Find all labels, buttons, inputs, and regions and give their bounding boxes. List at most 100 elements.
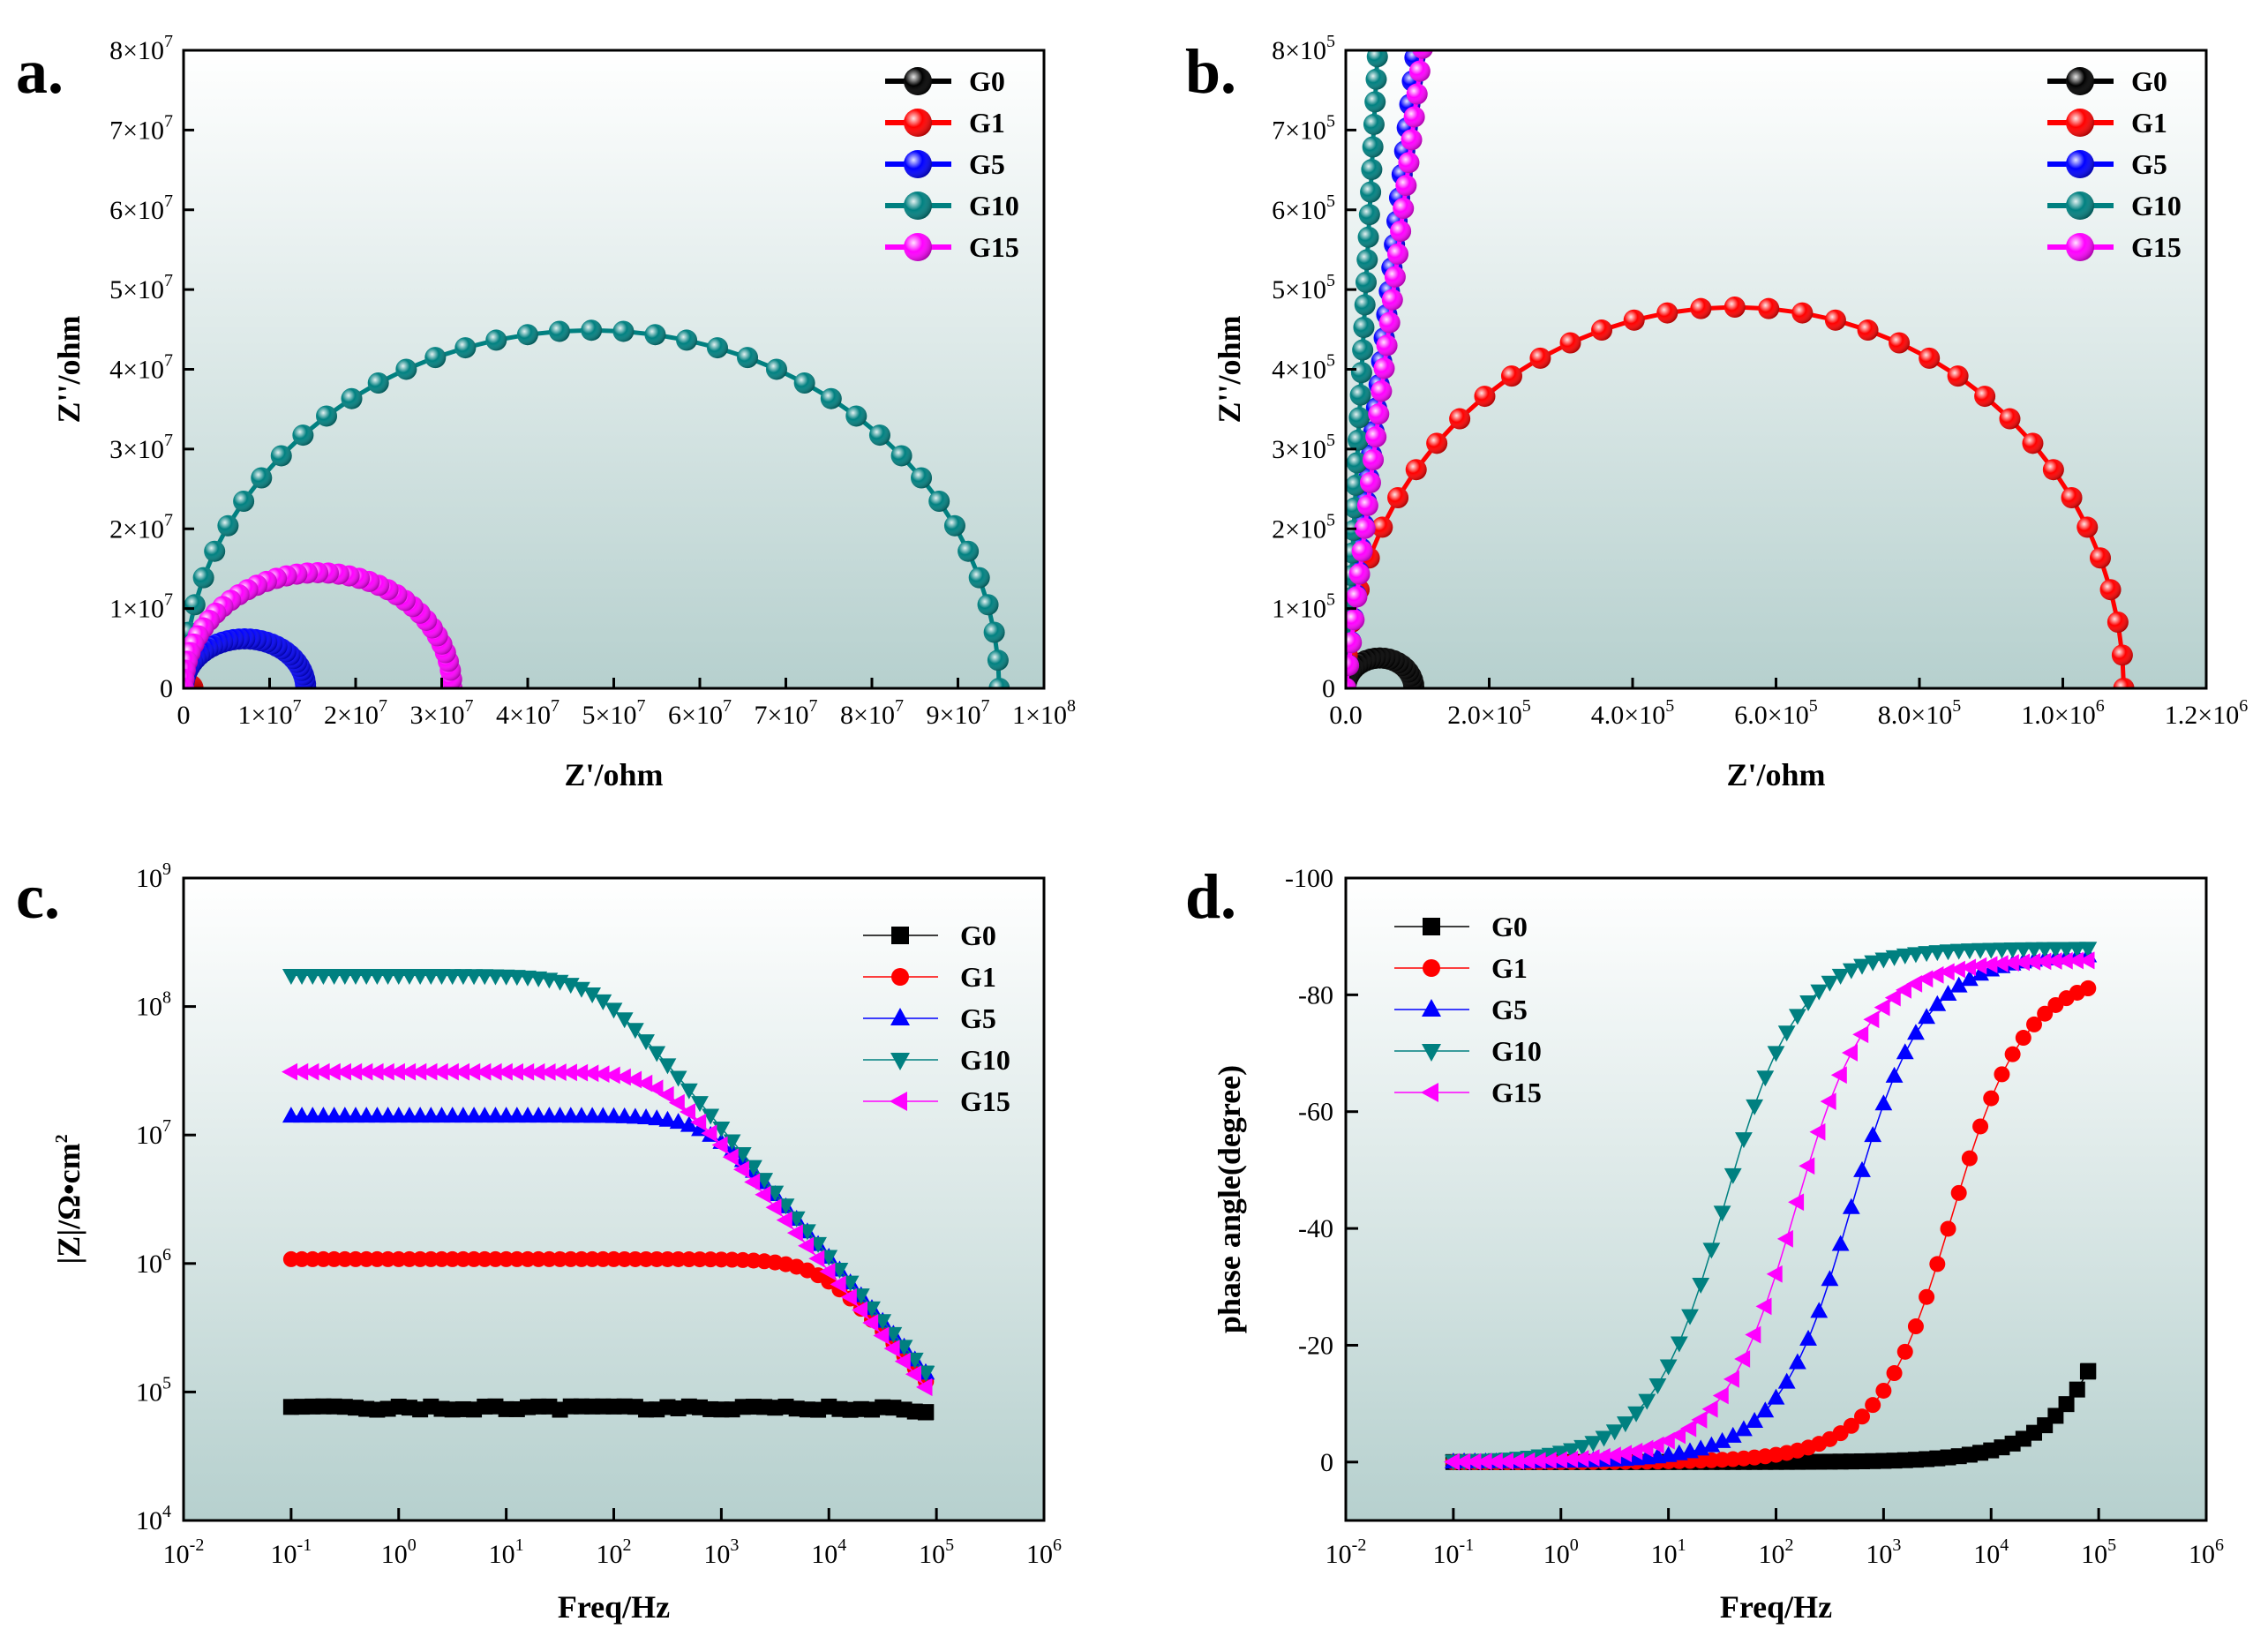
marker-shade [1947,365,1969,387]
data-point-G5 [648,1109,666,1126]
legend-item-G15: G15 [1394,1077,1542,1108]
data-point-G15 [1403,106,1425,128]
data-point-G10 [573,981,590,998]
data-point-G15 [1356,494,1378,516]
panel-label: d. [1185,861,1236,932]
data-point-G15 [1498,1453,1514,1470]
data-point-G10 [830,1263,849,1280]
data-point-G10 [765,358,787,380]
data-point-G10 [292,424,314,447]
data-point-G5 [1810,1302,1829,1318]
data-point-G5 [1896,1043,1914,1060]
legend-item-G15: G15 [885,231,1019,263]
legend-marker [1422,1044,1441,1062]
marker-shade [1690,297,1712,319]
data-point-G5 [1918,1008,1936,1025]
marker-shade [911,467,933,489]
data-point-G15 [1583,1449,1600,1467]
data-point-G1 [1843,1417,1859,1434]
marker-shade [1354,517,1376,539]
legend-marker [2066,233,2094,261]
marker-shade [1349,384,1371,406]
marker-shade [1350,362,1372,384]
data-point-G10 [1659,1359,1678,1376]
data-point-G5 [637,1108,655,1125]
data-point-G10 [968,567,990,589]
data-point-G15 [1363,448,1385,470]
data-point-G1 [2037,1005,2054,1022]
data-point-G15 [2014,953,2031,972]
data-point-G15 [1691,1411,1708,1429]
marker-shade [1384,266,1406,288]
data-point-G15 [852,1301,868,1319]
x-tick-label: 104 [1973,1535,2009,1569]
data-point-G10 [1692,1277,1710,1294]
data-point-G10 [745,1160,762,1176]
data-point-G1 [2026,1016,2042,1032]
data-point-G15 [1616,1445,1633,1463]
data-point-G10 [820,1250,838,1266]
data-point-G15 [894,1352,911,1370]
data-point-G15 [614,1068,631,1086]
data-point-G15 [636,1074,653,1092]
marker-shade [1365,68,1387,90]
data-point-G10 [1702,1242,1721,1259]
data-point-G1 [2113,678,2135,688]
x-tick-label: 1×107 [238,696,302,730]
x-tick-label: 9×107 [927,696,990,730]
series-G10 [184,319,1010,688]
data-point-G10 [706,337,728,359]
data-point-G5 [1960,970,1979,987]
legend-label: G15 [1491,1077,1542,1108]
data-point-G5 [1864,1126,1882,1143]
data-point-G15 [916,1378,933,1397]
data-point-G10 [928,490,950,512]
data-point-G15 [1346,655,1360,677]
x-axis-label: Freq/Hz [1720,1589,1832,1625]
data-point-G10 [1358,204,1380,226]
series-G15 [282,1062,933,1397]
data-point-G15 [819,1262,836,1280]
data-point-G15 [1701,1400,1718,1418]
data-point-G5 [1777,1372,1796,1389]
x-tick-label: 101 [489,1535,524,1569]
data-point-G1 [1857,319,1879,342]
data-point-G10 [637,1034,655,1051]
marker-shade [548,320,570,342]
marker-shade [1359,471,1381,493]
x-tick-label: 101 [1651,1535,1686,1569]
data-point-G15 [346,1062,363,1081]
marker-shade [765,358,787,380]
legend-marker [1423,959,1440,977]
data-point-G10 [1821,975,1839,992]
legend-marker [890,1008,910,1025]
data-point-G15 [1884,988,1901,1007]
marker-shade [1559,332,1581,354]
y-tick-label: 7×105 [1272,111,1335,145]
legend-item-G1: G1 [885,107,1005,139]
data-point-G10 [1595,1430,1613,1447]
data-point-G15 [529,1062,545,1081]
data-point-G10 [1939,944,1957,961]
data-point-G10 [911,467,933,489]
data-point-G5 [615,1107,634,1123]
data-point-G10 [988,678,1010,688]
legend-label: G1 [960,961,996,993]
data-point-G15 [1346,632,1363,654]
data-point-G15 [1755,1297,1772,1316]
data-point-G1 [1559,332,1581,354]
legend-marker [904,233,932,261]
marker-shade [987,649,1009,672]
data-point-G10 [737,347,759,369]
marker-shade [737,347,759,369]
marker-shade [2111,644,2133,666]
y-tick-label: 109 [136,860,171,893]
x-axis-label: Freq/Hz [558,1589,670,1625]
legend-label: G0 [1491,911,1528,942]
marker-shade [1376,334,1398,357]
series-G15 [1346,50,1433,688]
data-point-G1 [2042,459,2064,481]
data-point-G10 [787,1211,806,1227]
marker-shade [904,109,932,137]
data-point-G15 [1799,1157,1815,1175]
